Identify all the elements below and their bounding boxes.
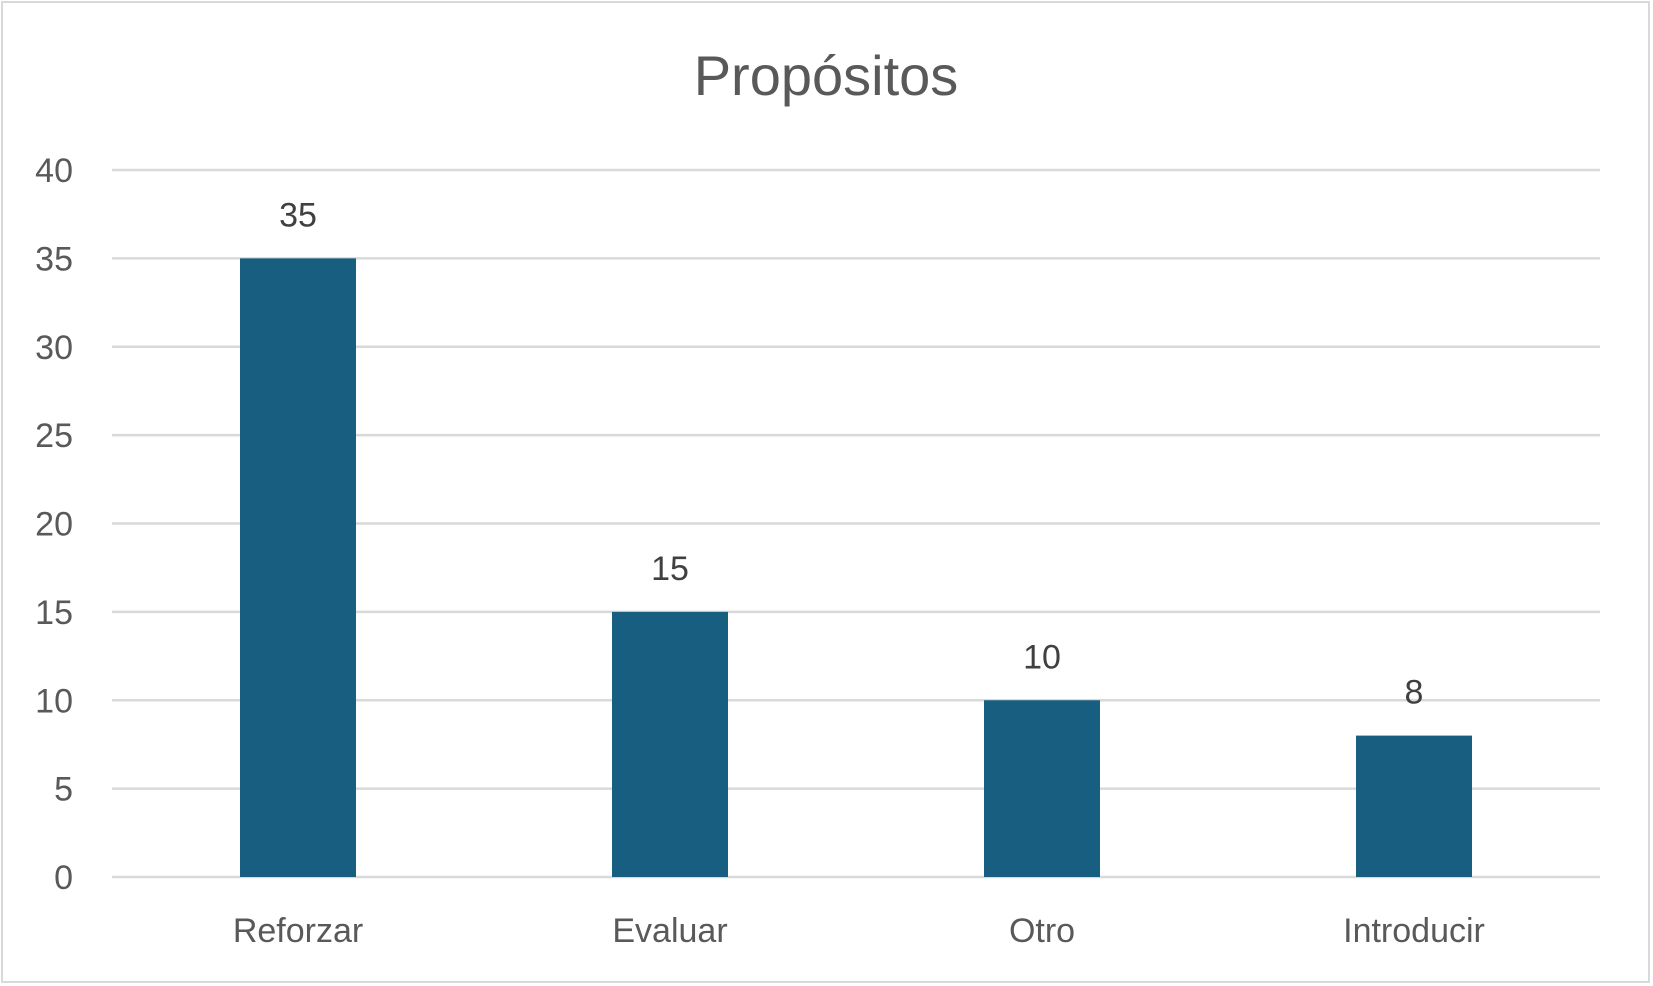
- y-tick-label: 30: [35, 329, 73, 367]
- data-label: 35: [279, 196, 317, 234]
- y-tick-label: 35: [35, 240, 73, 278]
- y-tick-label: 20: [35, 506, 73, 544]
- gridlines: [112, 168, 1600, 879]
- category-label: Otro: [1009, 912, 1075, 950]
- bar-reforzar: [240, 258, 356, 877]
- y-tick-label: 5: [54, 771, 73, 809]
- y-tick-label: 15: [35, 594, 73, 632]
- category-label: Evaluar: [612, 912, 727, 950]
- y-tick-label: 40: [35, 152, 73, 190]
- bars: [240, 258, 1472, 877]
- data-label: 8: [1405, 674, 1424, 712]
- y-axis-ticks: 0 5 10 15 20 25 30 35 40: [35, 152, 73, 897]
- bar-introducir: [1356, 735, 1472, 877]
- y-tick-label: 0: [54, 859, 73, 897]
- category-labels: Reforzar Evaluar Otro Introducir: [233, 912, 1485, 950]
- category-label: Reforzar: [233, 912, 363, 950]
- chart-title: Propósitos: [694, 44, 959, 107]
- y-tick-label: 25: [35, 417, 73, 455]
- category-label: Introducir: [1343, 912, 1485, 950]
- data-label: 10: [1023, 638, 1061, 676]
- bar-otro: [984, 700, 1100, 877]
- data-labels: 35 15 10 8: [279, 196, 1423, 711]
- data-label: 15: [651, 550, 689, 588]
- bar-evaluar: [612, 611, 728, 877]
- y-tick-label: 10: [35, 682, 73, 720]
